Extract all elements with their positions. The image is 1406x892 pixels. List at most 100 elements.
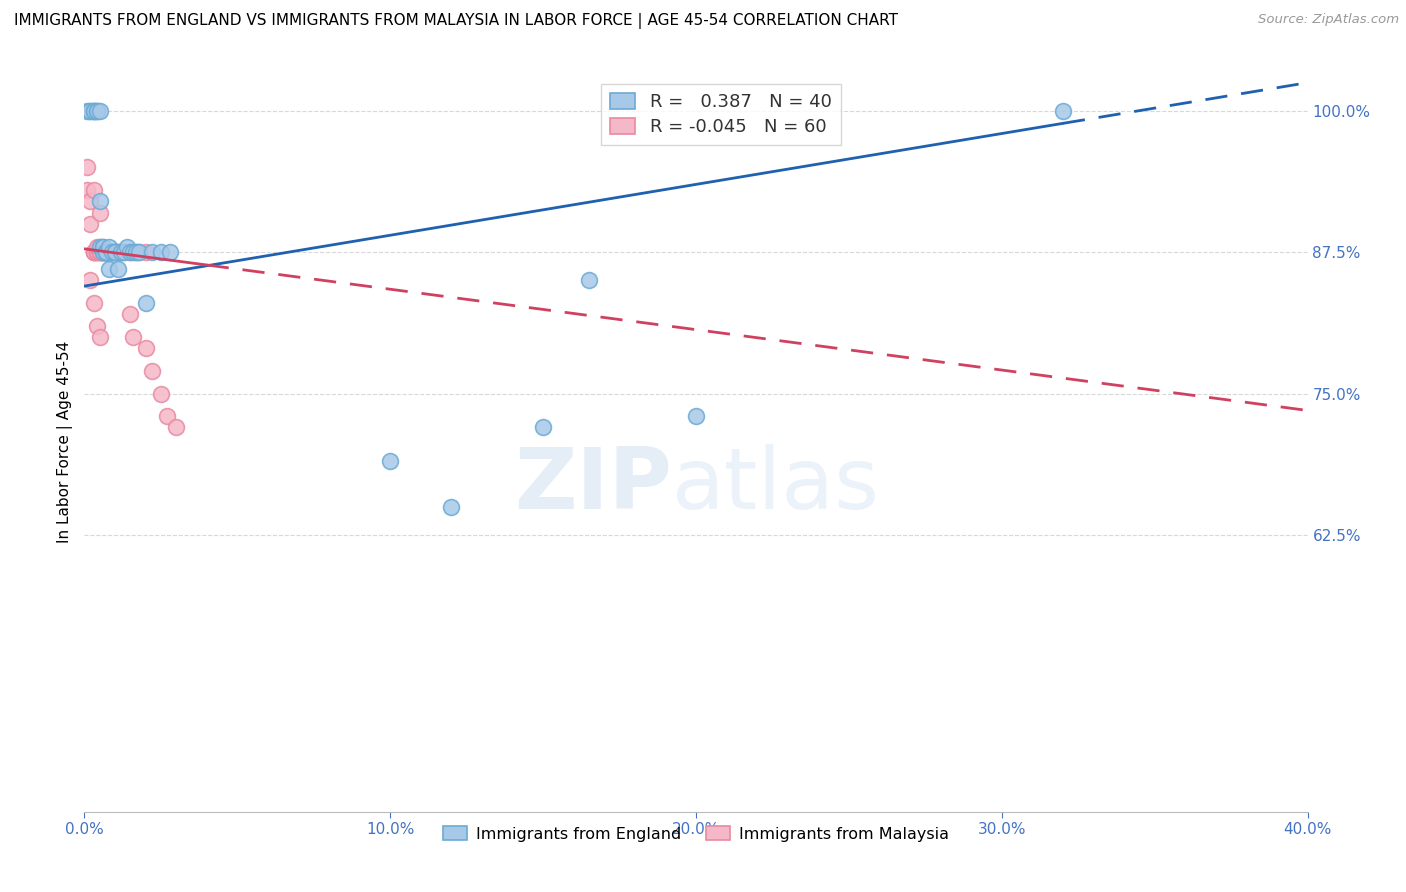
Point [89, 330, 111, 344]
Point [86, 245, 108, 260]
Point [135, 245, 157, 260]
Point [94, 245, 117, 260]
Point [94, 245, 117, 260]
Point [86, 103, 108, 118]
Point [135, 341, 157, 355]
Point [97, 245, 120, 260]
Point [104, 245, 127, 260]
Point [128, 245, 150, 260]
Text: atlas: atlas [672, 444, 880, 527]
Point [94, 245, 117, 260]
Point [165, 420, 187, 434]
Point [101, 245, 124, 260]
Point [86, 103, 108, 118]
Point [94, 245, 117, 260]
Point [115, 239, 138, 253]
Text: Source: ZipAtlas.com: Source: ZipAtlas.com [1258, 13, 1399, 27]
Point [91, 245, 114, 260]
Point [83, 245, 105, 260]
Point [94, 245, 117, 260]
Point [104, 245, 127, 260]
Point [76, 161, 98, 175]
Point [83, 245, 105, 260]
Point [86, 318, 108, 333]
Point [83, 245, 105, 260]
Point [89, 245, 111, 260]
Point [159, 245, 181, 260]
Point [97, 245, 120, 260]
Point [91, 245, 114, 260]
Point [89, 194, 111, 209]
Point [83, 183, 105, 197]
Point [149, 386, 172, 401]
Point [122, 245, 145, 260]
Point [104, 245, 127, 260]
Point [86, 239, 108, 253]
Point [94, 245, 117, 260]
Point [104, 245, 127, 260]
Y-axis label: In Labor Force | Age 45-54: In Labor Force | Age 45-54 [58, 341, 73, 542]
Point [685, 409, 707, 423]
Point [94, 245, 117, 260]
Point [107, 245, 129, 260]
Point [380, 454, 402, 468]
Point [79, 103, 101, 118]
Point [91, 245, 114, 260]
Point [97, 245, 120, 260]
Point [141, 364, 163, 378]
Point [91, 245, 114, 260]
Point [531, 420, 554, 434]
Point [125, 245, 148, 260]
Point [135, 296, 157, 310]
Point [83, 103, 105, 118]
Point [89, 103, 111, 118]
Point [83, 245, 105, 260]
Point [97, 262, 120, 277]
Point [110, 245, 132, 260]
Point [125, 245, 148, 260]
Point [112, 245, 135, 260]
Point [89, 245, 111, 260]
Point [79, 103, 101, 118]
Point [156, 409, 179, 423]
Legend: Immigrants from England, Immigrants from Malaysia: Immigrants from England, Immigrants from… [436, 820, 956, 848]
Point [120, 245, 142, 260]
Point [578, 273, 600, 287]
Point [97, 239, 120, 253]
Point [112, 245, 135, 260]
Point [83, 296, 105, 310]
Point [83, 103, 105, 118]
Point [79, 273, 101, 287]
Point [89, 245, 111, 260]
Point [101, 245, 124, 260]
Point [91, 239, 114, 253]
Point [122, 330, 145, 344]
Point [89, 239, 111, 253]
Point [107, 245, 129, 260]
Point [94, 245, 117, 260]
Text: IMMIGRANTS FROM ENGLAND VS IMMIGRANTS FROM MALAYSIA IN LABOR FORCE | AGE 45-54 C: IMMIGRANTS FROM ENGLAND VS IMMIGRANTS FR… [14, 13, 898, 29]
Point [120, 245, 142, 260]
Point [440, 500, 463, 514]
Point [79, 217, 101, 231]
Point [86, 245, 108, 260]
Point [128, 245, 150, 260]
Point [1052, 103, 1074, 118]
Point [91, 245, 114, 260]
Point [110, 245, 132, 260]
Point [76, 183, 98, 197]
Point [89, 239, 111, 253]
Point [86, 245, 108, 260]
Point [97, 245, 120, 260]
Point [120, 307, 142, 321]
Point [91, 245, 114, 260]
Point [89, 205, 111, 219]
Point [94, 245, 117, 260]
Point [107, 262, 129, 277]
Point [149, 245, 172, 260]
Text: ZIP: ZIP [513, 444, 672, 527]
Point [101, 245, 124, 260]
Point [89, 245, 111, 260]
Point [76, 103, 98, 118]
Point [79, 194, 101, 209]
